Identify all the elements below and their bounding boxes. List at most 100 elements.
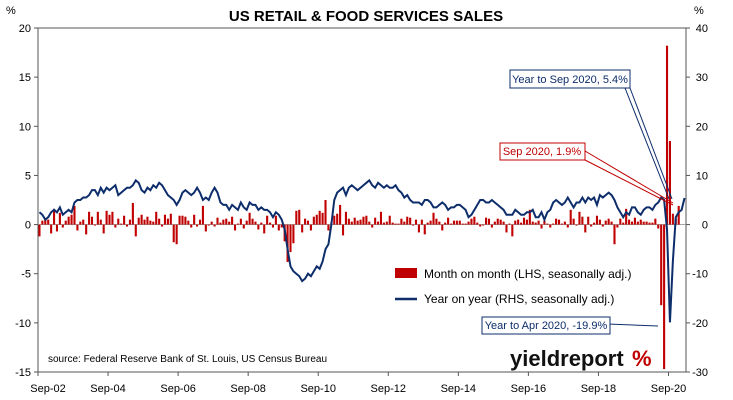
x-tick-label: Sep-02 [30,383,65,395]
mom-bar [493,221,496,225]
mom-bar [540,224,543,229]
mom-bar [152,221,155,225]
mom-bar [123,215,126,225]
mom-bar [79,221,82,225]
mom-bar [432,212,435,225]
mom-bar [204,224,207,232]
mom-bar [420,219,423,225]
mom-bar [391,222,394,225]
mom-bar [108,214,111,225]
mom-bar [371,224,374,228]
mom-bar [663,224,666,370]
mom-bar [298,209,301,225]
mom-bar [397,223,400,225]
mom-bar [671,213,674,225]
mom-bar [242,224,245,229]
mom-bar [163,214,167,225]
mom-bar [309,224,312,231]
mom-bar [41,220,44,225]
right-tick-label: 30 [696,72,708,84]
mom-bar [280,224,283,228]
mom-bar [598,219,601,225]
left-tick-label: -5 [21,269,31,281]
mom-bar [50,224,53,234]
left-axis-unit: % [6,5,16,17]
mom-bar [140,214,143,225]
mom-bar [449,223,453,225]
mom-bar [134,224,137,237]
plot-frame [37,27,687,373]
mom-bar [648,222,651,225]
mom-bar [88,211,91,225]
mom-bar [467,221,470,225]
mom-bar [452,220,455,225]
mom-bar [339,204,342,225]
right-tick-label: 10 [696,170,708,182]
mom-bar [578,211,581,225]
mom-bar [639,219,642,225]
x-tick-label: Sep-18 [581,383,616,395]
mom-bar [563,221,566,225]
mom-bar [613,224,616,245]
mom-bar [601,224,604,227]
mom-bar [505,224,508,233]
mom-bar [47,219,50,225]
mom-bar [660,224,663,306]
mom-bar [511,224,514,237]
mom-bar [201,205,204,225]
mom-bar [257,224,260,230]
mom-bar [67,216,70,225]
mom-bar [537,220,540,225]
mom-bar [82,219,85,225]
mom-bar [85,224,88,235]
mom-bar [166,218,169,225]
mom-bar [549,224,552,228]
mom-bar [146,216,149,225]
mom-bar [531,221,534,225]
mom-bar [400,218,403,225]
mom-bar [569,209,572,225]
mom-bar [458,220,461,225]
mom-bar [301,224,304,233]
mom-bar [175,224,178,245]
mom-bar [374,217,377,225]
mom-bar [502,221,505,225]
mom-bar [394,223,397,225]
mom-bar [161,224,164,227]
mom-bar [385,221,388,225]
mom-bar [362,216,365,225]
mom-bar [496,218,499,225]
annotation-mom-sep2020-text: Sep 2020, 1.9% [503,146,582,158]
mom-bar [184,216,187,225]
mom-bar [96,211,99,225]
mom-bar [228,221,231,225]
mom-bar [350,221,353,225]
legend: Month on month (LHS, seasonally adj.) Ye… [395,267,631,306]
mom-bar [665,45,669,225]
mom-bar [651,222,654,225]
left-tick-label: -10 [15,318,31,330]
mom-bar [231,216,234,225]
annotation-yoy-apr2020: Year to Apr 2020, -19.9% [481,316,611,335]
mom-bar [566,224,569,228]
mom-bar [642,221,645,225]
left-tick-label: -15 [15,367,31,379]
mom-bar [149,220,152,225]
left-tick-label: 10 [19,121,31,133]
left-tick-label: 15 [19,72,31,84]
mom-bar [333,215,336,225]
mom-bar [636,221,639,225]
mom-bar [595,215,599,225]
x-tick-label: Sep-04 [90,383,125,395]
mom-bar [520,222,523,225]
mom-bar [347,218,350,225]
mom-bar [239,218,242,225]
mom-bar [633,217,636,225]
right-axis-unit: % [694,5,704,17]
mom-bar [645,221,648,225]
mom-bar [522,217,526,225]
mom-bar [321,212,324,225]
mom-bar [426,222,429,225]
x-tick-label: Sep-14 [441,383,476,395]
